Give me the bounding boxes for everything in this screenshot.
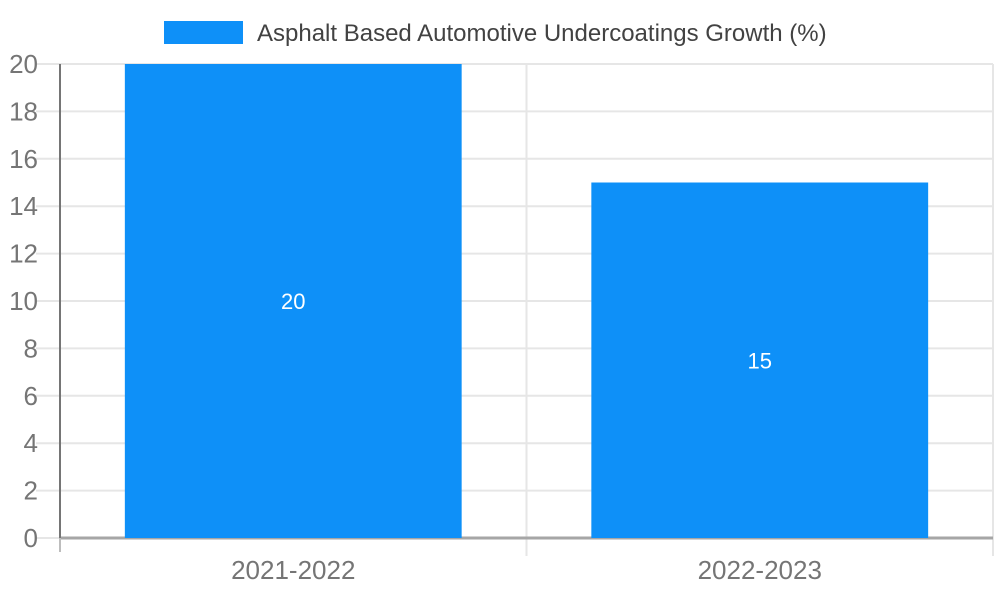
y-axis-label: 0 — [24, 523, 38, 553]
bar-2021-2022[interactable] — [124, 64, 462, 538]
plot-area: 0 2 4 6 8 10 12 14 16 18 20 20 2021-2022 15 2022-2023 — [9, 49, 994, 585]
y-axis-label: 20 — [9, 49, 38, 79]
y-axis-label: 18 — [9, 96, 38, 126]
y-axis-label: 8 — [24, 333, 38, 363]
y-axis-label: 2 — [24, 476, 38, 506]
y-axis-label: 4 — [24, 428, 38, 458]
y-axis-label: 16 — [9, 144, 38, 174]
y-axis-label: 14 — [9, 191, 38, 221]
legend-item[interactable]: Asphalt Based Automotive Undercoatings G… — [164, 20, 827, 47]
bar-2022-2023[interactable] — [591, 182, 929, 539]
legend-swatch — [164, 21, 243, 44]
y-axis-label: 10 — [9, 286, 38, 316]
y-axis-label: 12 — [9, 239, 38, 269]
legend-label: Asphalt Based Automotive Undercoatings G… — [257, 20, 827, 47]
bar-value-label: 15 — [748, 348, 772, 373]
bar-value-label: 20 — [281, 289, 305, 314]
x-axis-label: 2021-2022 — [231, 555, 355, 585]
y-axis-label: 6 — [24, 381, 38, 411]
x-axis-label: 2022-2023 — [698, 555, 822, 585]
